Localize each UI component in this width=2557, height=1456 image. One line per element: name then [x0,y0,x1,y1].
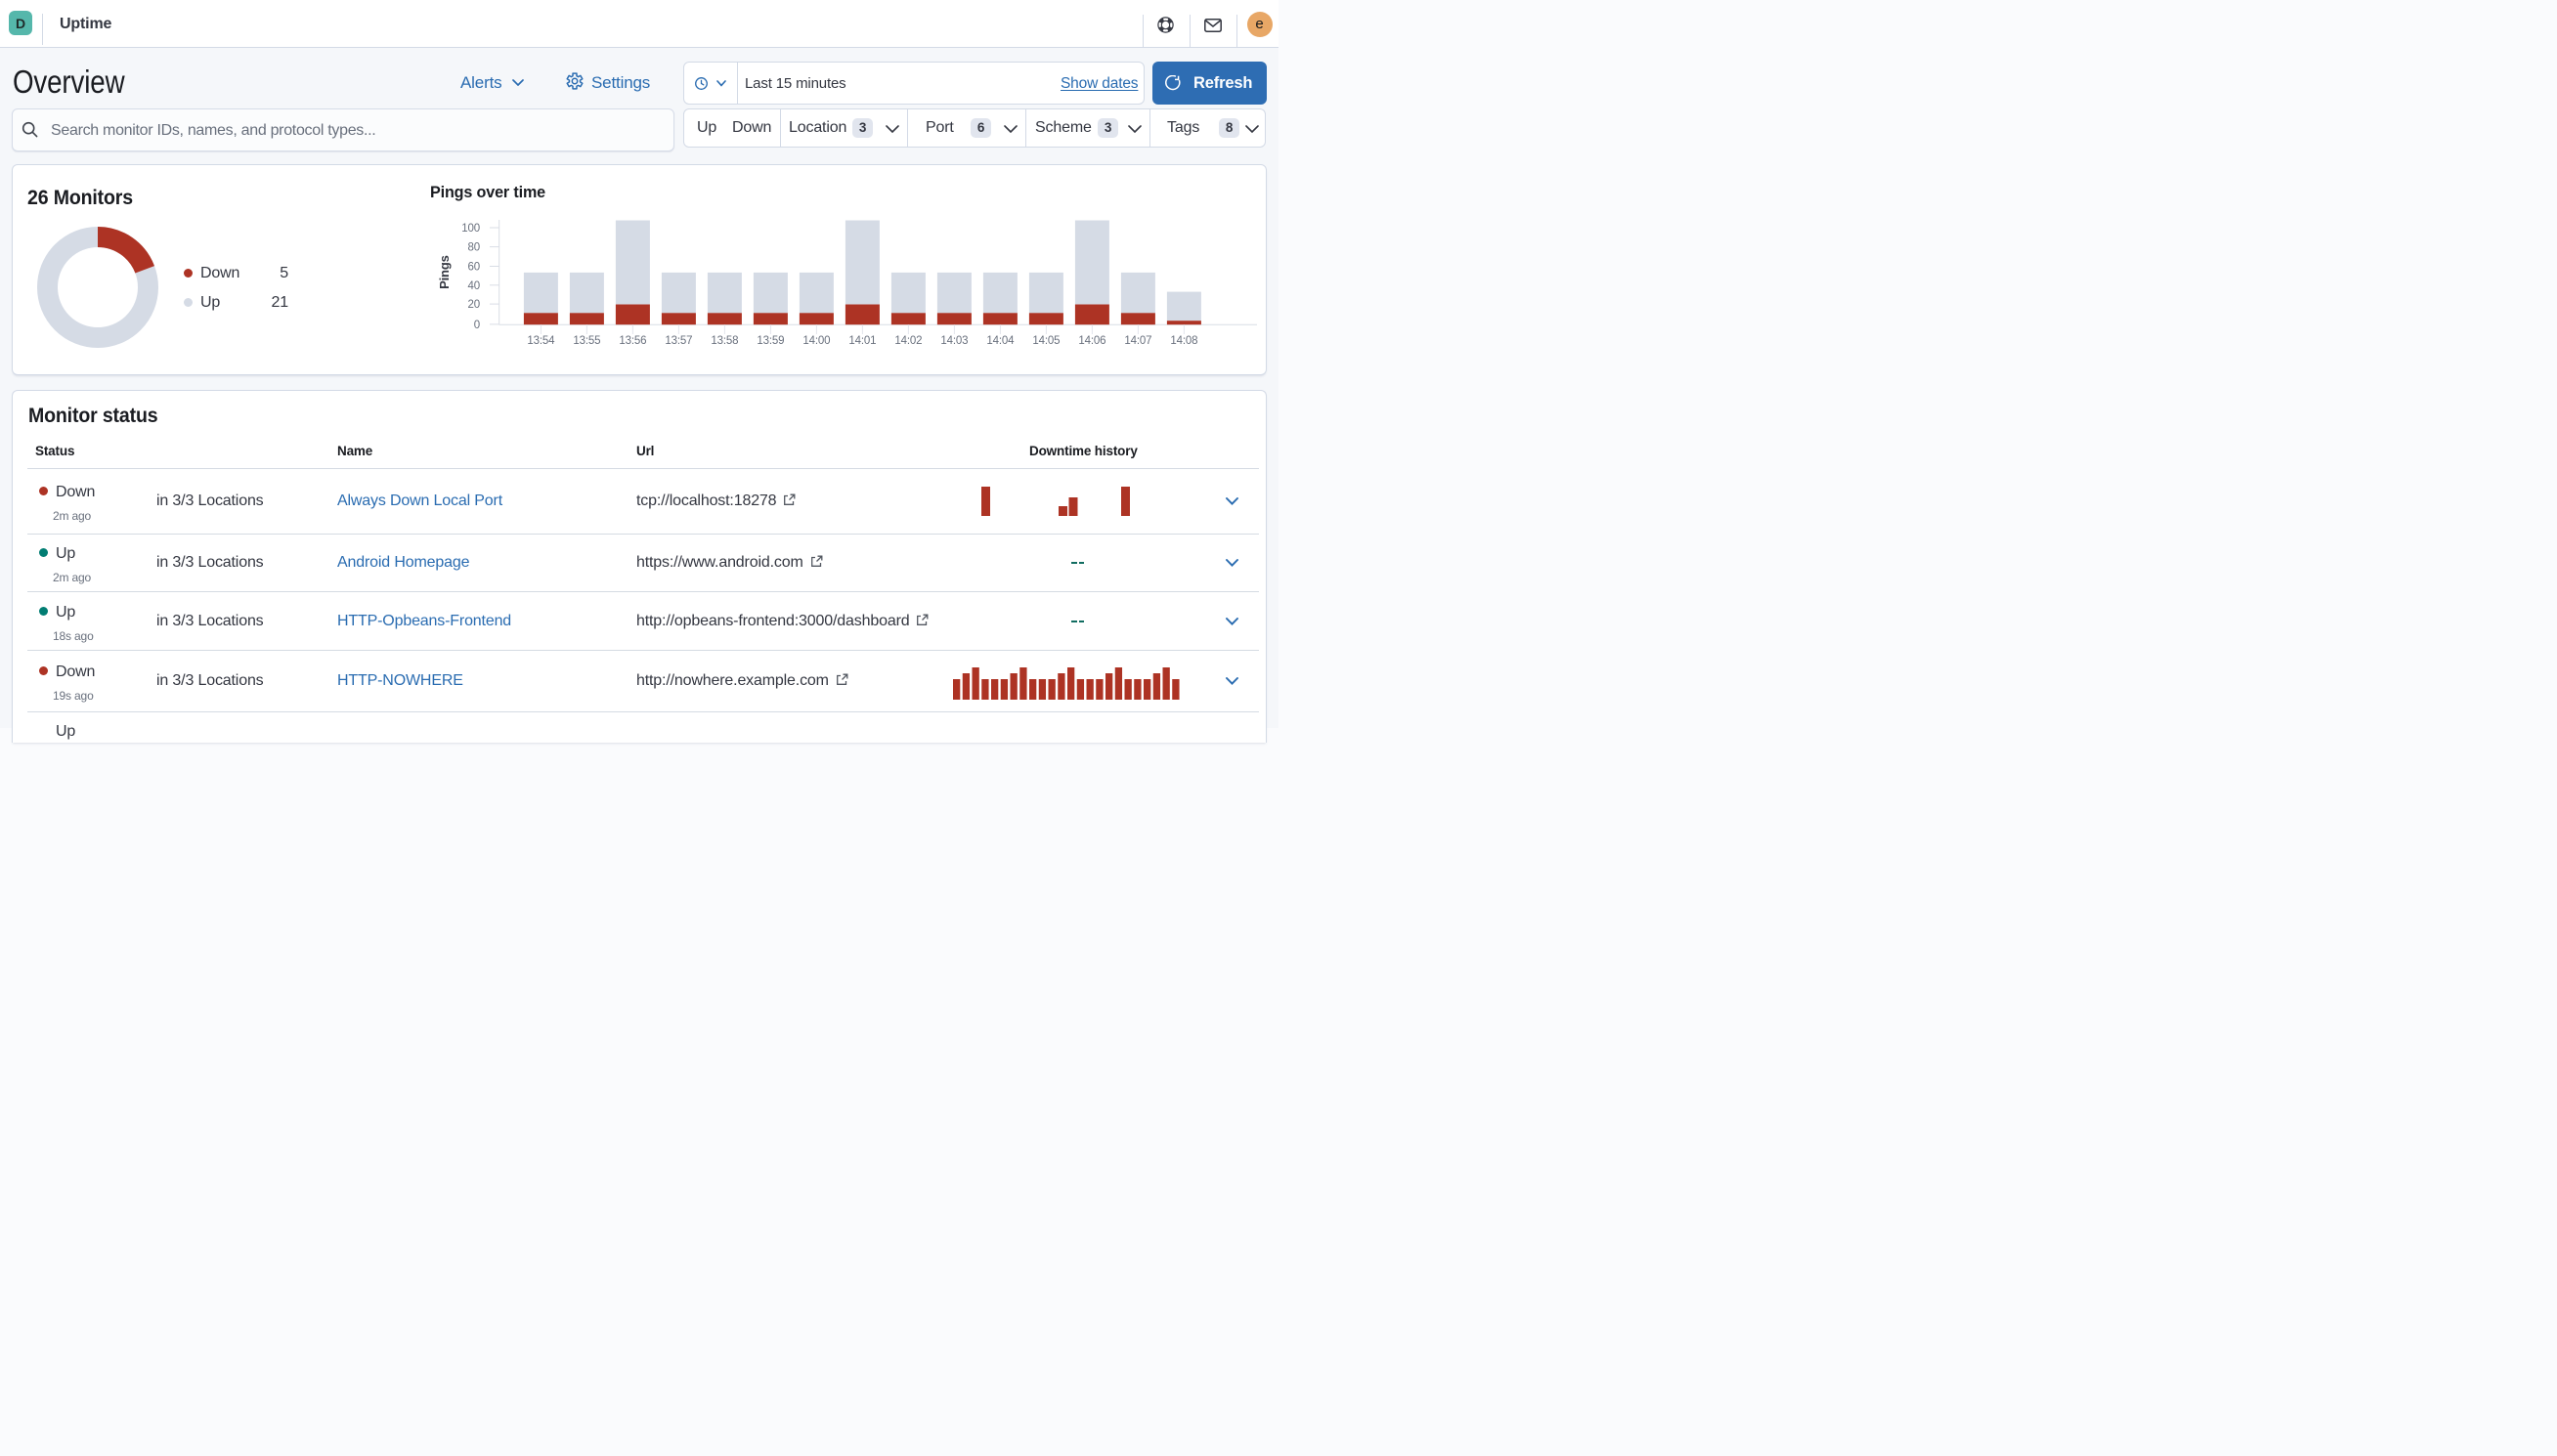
svg-text:14:00: 14:00 [802,335,830,347]
svg-text:14:08: 14:08 [1170,335,1197,347]
svg-text:13:59: 13:59 [757,335,784,347]
svg-text:14:07: 14:07 [1124,335,1151,347]
svg-text:14:03: 14:03 [940,335,968,347]
svg-text:14:02: 14:02 [894,335,922,347]
svg-text:40: 40 [468,280,480,292]
svg-text:14:04: 14:04 [986,335,1015,347]
svg-text:Pings: Pings [437,255,452,289]
svg-text:14:06: 14:06 [1078,335,1105,347]
svg-text:80: 80 [468,242,480,254]
svg-text:100: 100 [461,223,480,235]
svg-text:14:05: 14:05 [1032,335,1060,347]
svg-text:60: 60 [468,262,480,274]
svg-text:0: 0 [474,320,480,331]
svg-text:13:54: 13:54 [527,335,555,347]
svg-text:20: 20 [468,299,480,311]
svg-text:13:56: 13:56 [619,335,646,347]
svg-text:13:58: 13:58 [711,335,738,347]
svg-text:14:01: 14:01 [848,335,876,347]
svg-text:13:57: 13:57 [665,335,692,347]
svg-text:13:55: 13:55 [573,335,600,347]
